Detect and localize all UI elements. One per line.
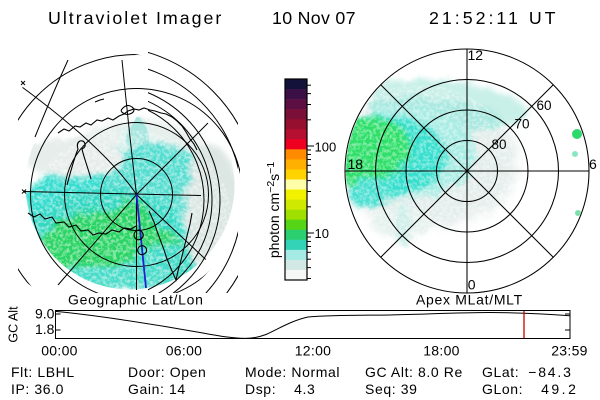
svg-text:Geographic Lat/Lon: Geographic Lat/Lon [68, 292, 204, 308]
svg-text:10 Nov 07: 10 Nov 07 [272, 8, 356, 28]
svg-text:6: 6 [589, 156, 597, 172]
svg-text:Door: Open: Door: Open [128, 364, 206, 380]
svg-text:100: 100 [315, 140, 337, 155]
svg-text:GLon: 49.2: GLon: 49.2 [482, 381, 578, 397]
svg-text:Seq: 39: Seq: 39 [365, 381, 417, 397]
svg-text:GC Alt: 8.0 Re: GC Alt: 8.0 Re [365, 364, 463, 380]
svg-text:06:00: 06:00 [166, 343, 203, 359]
svg-text:60: 60 [537, 98, 552, 113]
svg-text:Ultraviolet Imager: Ultraviolet Imager [48, 8, 223, 28]
svg-text:00:00: 00:00 [41, 343, 78, 359]
svg-text:80: 80 [492, 137, 507, 152]
svg-text:10: 10 [315, 226, 329, 241]
svg-text:70: 70 [515, 117, 530, 132]
svg-text:0: 0 [468, 277, 476, 293]
svg-text:1.8: 1.8 [35, 321, 55, 337]
svg-text:Dsp: 4.3: Dsp: 4.3 [245, 381, 315, 397]
svg-text:21:52:11 UT: 21:52:11 UT [429, 8, 559, 28]
svg-text:18:00: 18:00 [423, 343, 460, 359]
svg-text:9.0: 9.0 [35, 306, 55, 322]
svg-text:photon cm−2s−1: photon cm−2s−1 [265, 162, 282, 258]
svg-text:12: 12 [468, 47, 484, 63]
svg-text:IP: 36.0: IP: 36.0 [11, 381, 64, 397]
svg-text:GC Alt: GC Alt [7, 306, 21, 343]
svg-text:12:00: 12:00 [295, 343, 332, 359]
svg-text:Apex MLat/MLT: Apex MLat/MLT [416, 292, 523, 308]
svg-text:23:59: 23:59 [551, 343, 588, 359]
svg-text:GLat: −84.3: GLat: −84.3 [482, 364, 573, 380]
svg-text:18: 18 [348, 156, 364, 172]
svg-text:Flt: LBHL: Flt: LBHL [11, 364, 75, 380]
svg-text:Mode: Normal: Mode: Normal [245, 364, 340, 380]
svg-text:Gain: 14: Gain: 14 [128, 381, 186, 397]
